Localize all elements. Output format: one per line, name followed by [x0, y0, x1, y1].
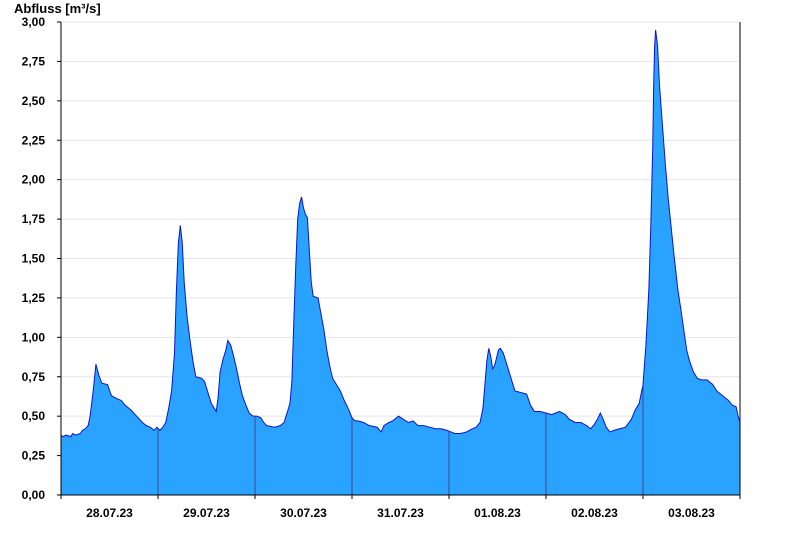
y-tick-label: 0,00 [22, 488, 46, 502]
x-tick-label: 28.07.23 [86, 506, 133, 520]
x-tick-label: 29.07.23 [183, 506, 230, 520]
y-tick-label: 1,00 [22, 330, 46, 344]
y-axis-title: Abfluss [m³/s] [14, 1, 101, 16]
x-tick-label: 30.07.23 [280, 506, 327, 520]
y-tick-label: 1,50 [22, 252, 46, 266]
y-tick-label: 1,25 [22, 291, 46, 305]
x-tick-label: 02.08.23 [571, 506, 618, 520]
grid-lines [61, 21, 740, 457]
data-layer [60, 29, 741, 495]
y-tick-label: 0,25 [22, 449, 46, 463]
discharge-line [60, 29, 741, 438]
x-tick-label: 03.08.23 [668, 506, 715, 520]
x-tick-labels: 28.07.23 29.07.23 30.07.23 31.07.23 01.08.23… [86, 506, 715, 520]
y-tick-label: 1,75 [22, 212, 46, 226]
y-tick-label: 2,00 [22, 173, 46, 187]
y-tick-label: 2,75 [22, 54, 46, 68]
discharge-area [61, 29, 740, 495]
x-tick-label: 01.08.23 [474, 506, 521, 520]
y-tick-label: 2,50 [22, 94, 46, 108]
y-tick-labels: 0,00 0,25 0,50 0,75 1,00 1,25 1,50 1,75 2,00 2,25… [22, 15, 46, 502]
y-tick-label: 2,25 [22, 133, 46, 147]
y-tick-label: 0,50 [22, 409, 46, 423]
x-tick-label: 31.07.23 [377, 506, 424, 520]
axes [57, 21, 741, 499]
y-tick-label: 3,00 [22, 15, 46, 29]
y-tick-label: 0,75 [22, 370, 46, 384]
